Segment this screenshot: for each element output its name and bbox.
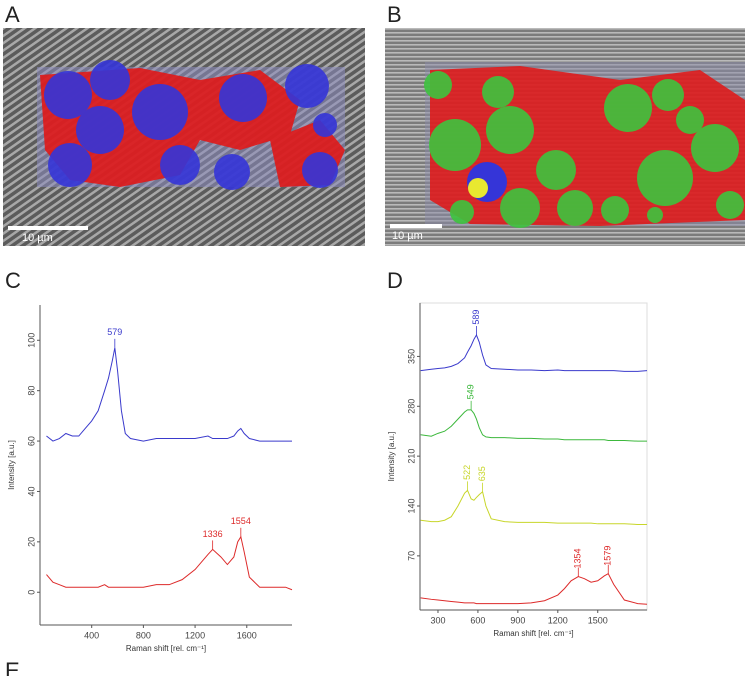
sem-image-a: 10 µm [3,28,365,246]
spectrum-line [420,333,648,372]
y-tick-label: 20 [26,537,36,547]
x-tick-label: 1600 [237,630,257,640]
scale-bar-label: 10 µm [392,230,423,242]
panel-label: A [5,2,20,27]
plot-frame [419,302,648,611]
x-tick-label: 400 [84,630,99,640]
x-tick-label: 300 [430,615,445,625]
peak-label: 1354 [573,549,583,569]
y-tick-label: 210 [406,449,416,464]
spectrum-line [420,409,647,442]
peak-label: 1336 [203,529,223,539]
y-tick-label: 100 [26,333,36,348]
y-tick-label: 60 [26,436,36,446]
x-axis-title: Raman shift [rel. cm⁻¹] [493,629,573,638]
y-tick-label: 350 [406,349,416,364]
spectrum-line [420,489,647,526]
x-tick-label: 1200 [185,630,205,640]
y-tick-label: 40 [26,486,36,496]
peak-label: 522 [462,465,472,480]
peak-label: 579 [107,327,122,337]
panel-label: E [5,658,20,676]
sem-image-b: 10 µm [385,28,745,246]
peak-label: 635 [477,466,487,481]
panel-label: B [387,2,402,27]
panel-label: D [387,268,403,293]
x-tick-label: 800 [136,630,151,640]
panel-label: C [5,268,21,293]
spectrum-line [420,572,648,605]
y-tick-label: 140 [406,498,416,513]
peak-label: 549 [465,384,475,399]
y-tick-label: 280 [406,399,416,414]
peak-label: 1554 [231,516,251,526]
x-tick-label: 1500 [588,615,608,625]
peak-label: 589 [471,310,481,325]
x-tick-label: 900 [510,615,525,625]
y-axis-title: Intensity [a.u.] [7,440,16,490]
peak-label: 1579 [603,546,613,566]
scale-bar-label: 10 µm [22,232,53,244]
spectrum-line [46,347,292,442]
x-axis-title: Raman shift [rel. cm⁻¹] [126,644,206,653]
y-axis-title: Intensity [a.u.] [387,432,396,482]
y-tick-label: 70 [406,551,416,561]
y-tick-label: 80 [26,386,36,396]
y-tick-label: 0 [26,590,36,595]
x-tick-label: 1200 [548,615,568,625]
spectrum-line [46,535,293,591]
x-tick-label: 600 [470,615,485,625]
